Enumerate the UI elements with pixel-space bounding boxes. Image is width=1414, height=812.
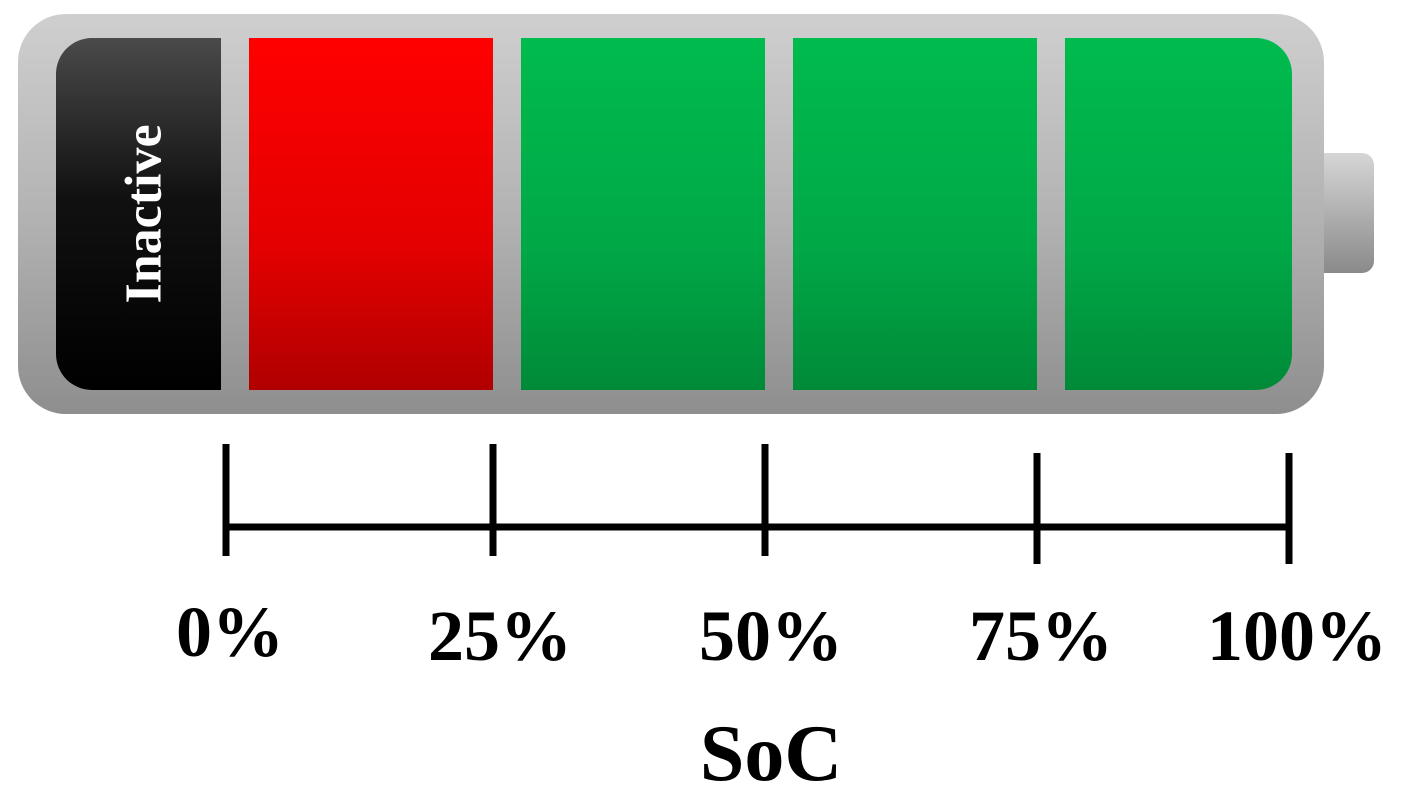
inactive-label: Inactive	[116, 124, 173, 303]
tick-label-50: 50%	[699, 596, 843, 676]
battery-terminal-cap	[1312, 153, 1374, 273]
cell-50-75-charged	[793, 38, 1037, 390]
tick-label-0: 0%	[176, 592, 284, 672]
soc-axis-label: SoC	[700, 710, 842, 798]
tick-label-75: 75%	[969, 596, 1113, 676]
inactive-cell	[56, 38, 221, 390]
cell-75-100-charged	[1065, 38, 1292, 390]
cell-0-25-low	[249, 38, 493, 390]
tick-label-100: 100%	[1207, 596, 1387, 676]
battery-cells	[56, 38, 1292, 390]
tick-label-25: 25%	[428, 596, 572, 676]
soc-scale	[222, 444, 1293, 564]
cell-25-50-charged	[521, 38, 765, 390]
